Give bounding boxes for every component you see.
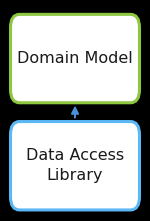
Text: Domain Model: Domain Model (17, 51, 133, 66)
FancyBboxPatch shape (11, 14, 140, 103)
Text: Data Access
Library: Data Access Library (26, 148, 124, 183)
FancyBboxPatch shape (11, 122, 140, 210)
